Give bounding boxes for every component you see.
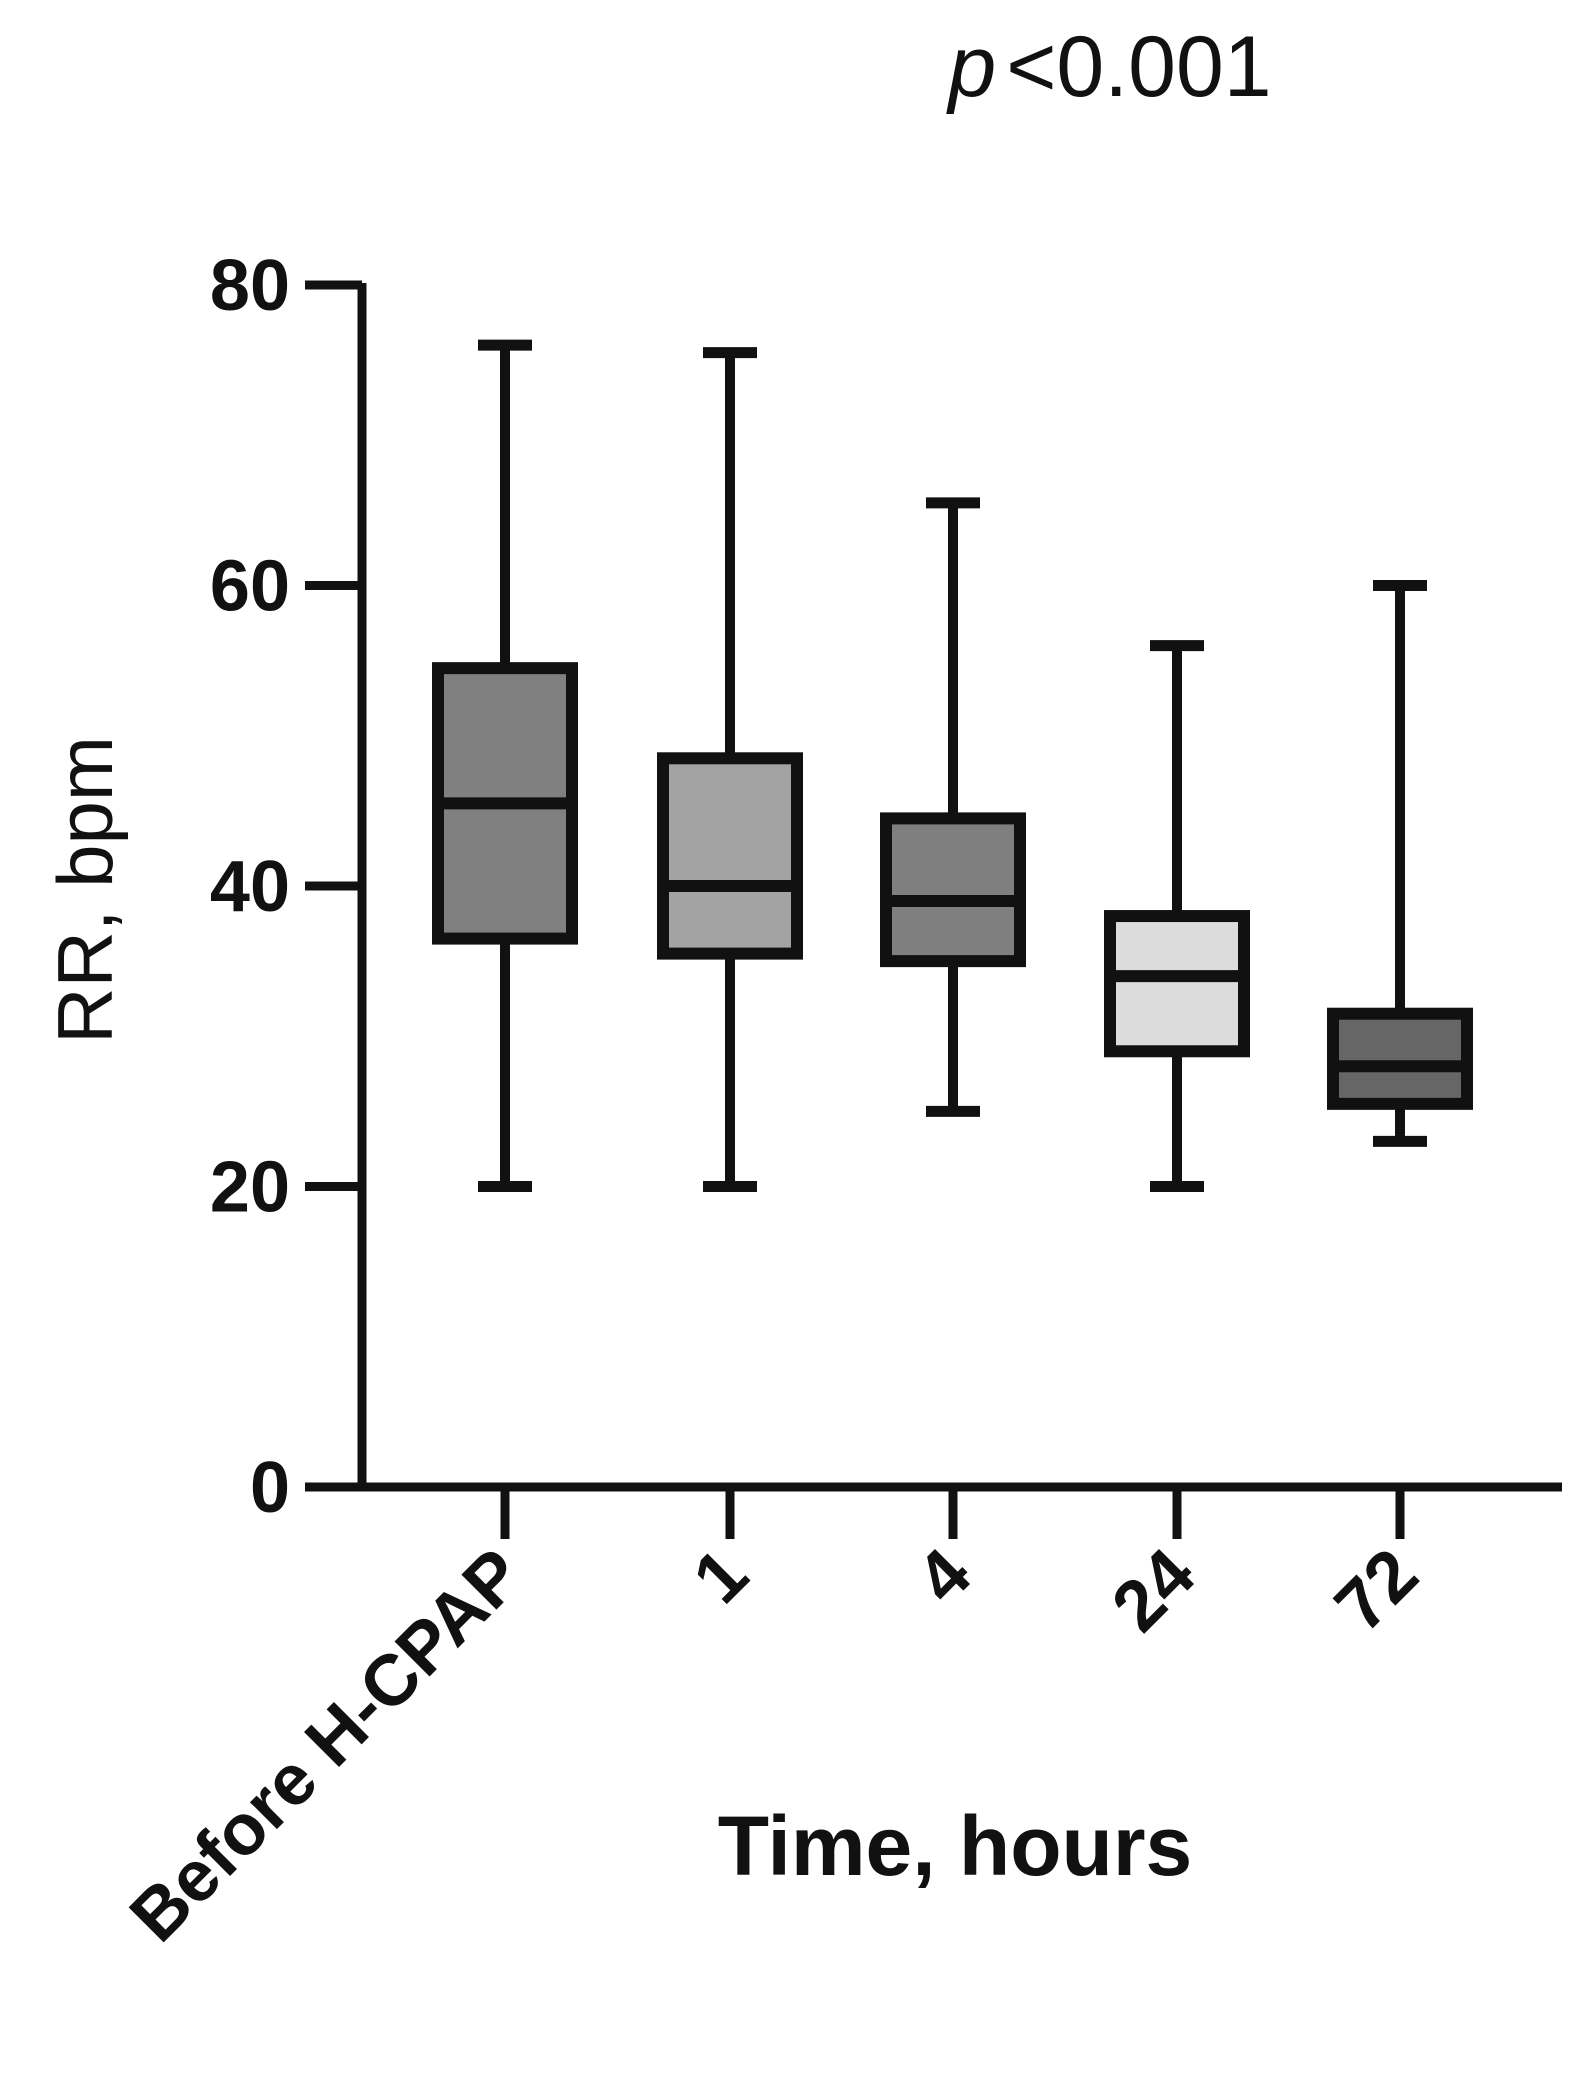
y-tick-label: 0 [250, 1448, 290, 1528]
box-series [432, 339, 1473, 1192]
iqr-box [1104, 910, 1250, 1058]
x-tick-label: 4 [901, 1534, 986, 1619]
box-3 [880, 497, 1026, 1117]
y-axis-ticks: 0 20 40 60 80 [210, 246, 362, 1528]
p-value-annotation: p <0.001 [945, 19, 1271, 115]
y-tick-label: 80 [210, 246, 290, 326]
iqr-box [880, 812, 1026, 968]
x-tick-label: 24 [1097, 1534, 1210, 1647]
x-axis-title: Time, hours [718, 1799, 1193, 1893]
box-1 [432, 339, 578, 1192]
x-tick-label: 1 [678, 1534, 763, 1619]
p-symbol: p [945, 19, 996, 115]
iqr-box [657, 752, 803, 960]
y-axis-title: RR, bpm [41, 736, 129, 1044]
y-tick-label: 20 [210, 1148, 290, 1228]
box-2 [657, 347, 803, 1192]
iqr-box [1327, 1007, 1473, 1110]
box-4 [1104, 640, 1250, 1192]
x-tick-label: Before H-CPAP [115, 1534, 538, 1957]
y-tick-label: 40 [210, 847, 290, 927]
box-5 [1327, 580, 1473, 1147]
x-tick-label: 72 [1320, 1534, 1433, 1647]
p-value-text: <0.001 [1006, 19, 1271, 115]
y-tick-label: 60 [210, 547, 290, 627]
